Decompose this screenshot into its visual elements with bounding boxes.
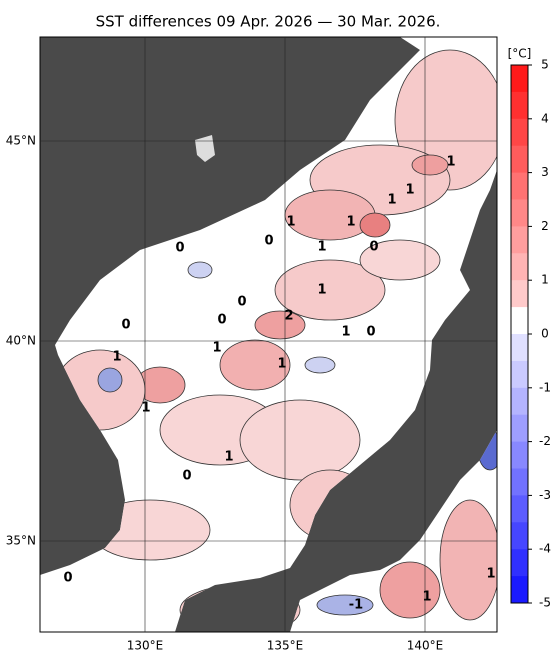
contour-label: 1 xyxy=(341,325,350,340)
contour-label: 1 xyxy=(387,193,396,208)
contour-label: 0 xyxy=(182,469,191,484)
contour-label: 1 xyxy=(224,450,233,465)
colorbar-bin xyxy=(511,307,528,335)
colorbar-bin xyxy=(511,65,528,93)
lat-label: 45°N xyxy=(6,134,36,148)
contour-label: 1 xyxy=(317,240,326,255)
colorbar-bin xyxy=(511,253,528,281)
contour-label: 0 xyxy=(175,241,184,256)
contour-label: 0 xyxy=(366,325,375,340)
contour-label: 0 xyxy=(63,571,72,586)
contour-label: 1 xyxy=(346,215,355,230)
colorbar-tick-label: -1 xyxy=(539,380,551,394)
contour-label: 0 xyxy=(217,313,226,328)
lat-label: 35°N xyxy=(6,534,36,548)
colorbar-unit: [°C] xyxy=(508,47,532,61)
colorbar-bin xyxy=(511,441,528,469)
colorbar-bin xyxy=(511,522,528,550)
lake xyxy=(195,135,215,162)
contour-label: 0 xyxy=(264,234,273,249)
colorbar-bin xyxy=(511,91,528,120)
colorbar-bin xyxy=(511,468,528,496)
contour-label: 1 xyxy=(446,155,455,170)
contour-label: 1 xyxy=(422,590,431,605)
colorbar-bin xyxy=(511,414,528,443)
colorbar-bin xyxy=(511,495,528,523)
colorbar-bin xyxy=(511,334,528,362)
contour-label: 1 xyxy=(141,401,150,416)
colorbar-bin xyxy=(511,387,528,416)
colorbar-tick-label: 2 xyxy=(541,219,549,233)
contour-label: 0 xyxy=(369,240,378,255)
contour-label: 1 xyxy=(405,183,414,198)
colorbar-bin xyxy=(511,226,528,254)
colorbar-bin xyxy=(511,576,528,604)
lat-label: 40°N xyxy=(6,334,36,348)
colorbar-bin xyxy=(511,280,528,308)
colorbar-bin xyxy=(511,118,528,147)
colorbar-bin xyxy=(511,549,528,577)
contour-label: 1 xyxy=(486,567,495,582)
contour-label: 1 xyxy=(286,215,295,230)
map-title: SST differences 09 Apr. 2026 — 30 Mar. 2… xyxy=(96,13,441,31)
colorbar-tick-label: 0 xyxy=(541,327,549,341)
colorbar-bin xyxy=(511,145,528,174)
colorbar-tick-label: -4 xyxy=(539,542,551,556)
contour-label: 2 xyxy=(284,309,293,324)
colorbar-tick-label: 4 xyxy=(541,111,549,125)
map-frame xyxy=(39,36,498,633)
colorbar-tick-label: 5 xyxy=(541,58,549,72)
contour-label: 1 xyxy=(212,341,221,356)
colorbar-tick-label: -2 xyxy=(539,434,551,448)
colorbar-bin xyxy=(511,172,528,200)
colorbar-tick-label: 3 xyxy=(541,165,549,179)
colorbar-tick-label: -3 xyxy=(539,488,551,502)
colorbar-bin xyxy=(511,360,528,389)
contour-label: -1 xyxy=(349,598,363,613)
colorbar-tick-label: 1 xyxy=(541,273,549,287)
contour-label: 1 xyxy=(317,283,326,298)
colorbar-bin xyxy=(511,199,528,227)
lon-label: 135°E xyxy=(267,639,304,653)
contour-label: 1 xyxy=(277,357,286,372)
contour-label: 0 xyxy=(237,295,246,310)
lon-label: 130°E xyxy=(127,639,164,653)
lon-label: 140°E xyxy=(407,639,444,653)
colorbar-tick-label: -5 xyxy=(539,596,551,610)
contour-label: 0 xyxy=(121,318,130,333)
contour-label: 1 xyxy=(112,350,121,365)
